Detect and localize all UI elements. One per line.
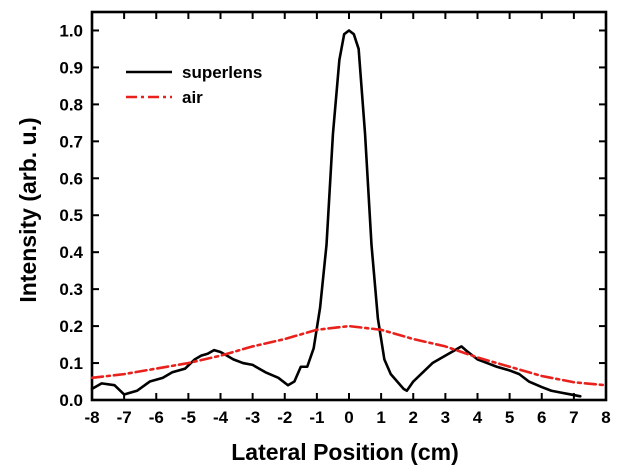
x-tick-label: -5 xyxy=(181,408,196,427)
legend: superlens air xyxy=(126,63,262,107)
x-axis-title: Lateral Position (cm) xyxy=(231,439,458,465)
y-tick-label: 0.1 xyxy=(59,354,83,373)
x-tick-label: 5 xyxy=(505,408,514,427)
x-tick-label: 8 xyxy=(601,408,610,427)
y-axis-title: Intensity (arb. u.) xyxy=(15,117,41,302)
plot-frame-group xyxy=(90,10,608,402)
x-tick-label: 4 xyxy=(473,408,483,427)
y-tick-label: 0.8 xyxy=(59,95,83,114)
x-tick-label: -4 xyxy=(213,408,229,427)
x-tick-label: 0 xyxy=(344,408,353,427)
y-tick-label: 0.9 xyxy=(59,58,83,77)
y-tick-label: 0.7 xyxy=(59,132,83,151)
x-tick-label: -3 xyxy=(245,408,260,427)
y-tick-label: 0.0 xyxy=(59,391,83,410)
legend-label-air: air xyxy=(182,88,203,107)
y-tick-label: 0.6 xyxy=(59,169,83,188)
series-group xyxy=(90,29,608,398)
series-line-superlens xyxy=(90,29,582,398)
y-tick-label: 0.5 xyxy=(59,206,83,225)
x-tick-label: 6 xyxy=(537,408,546,427)
legend-label-superlens: superlens xyxy=(182,63,262,82)
x-tick-label: -6 xyxy=(149,408,164,427)
series-line-air xyxy=(90,324,608,387)
x-tick-label: 7 xyxy=(569,408,578,427)
axes-group: -8 -7 -6 -5 -4 -3 -2 -1 0 1 2 3 4 5 6 7 8 0.0 0.1 0.2 0.3 0.4… xyxy=(59,12,611,427)
x-tick-label: 2 xyxy=(409,408,418,427)
x-tick-label: -8 xyxy=(84,408,99,427)
x-tick-label: -2 xyxy=(277,408,292,427)
y-tick-label: 0.2 xyxy=(59,317,83,336)
x-tick-label: 1 xyxy=(376,408,385,427)
x-tick-label: 3 xyxy=(441,408,450,427)
y-tick-label: 0.3 xyxy=(59,280,83,299)
y-tick-label: 0.4 xyxy=(59,243,83,262)
x-tick-label: -7 xyxy=(117,408,132,427)
plot-frame xyxy=(90,10,608,402)
y-tick-label: 1.0 xyxy=(59,21,83,40)
x-tick-label: -1 xyxy=(309,408,324,427)
